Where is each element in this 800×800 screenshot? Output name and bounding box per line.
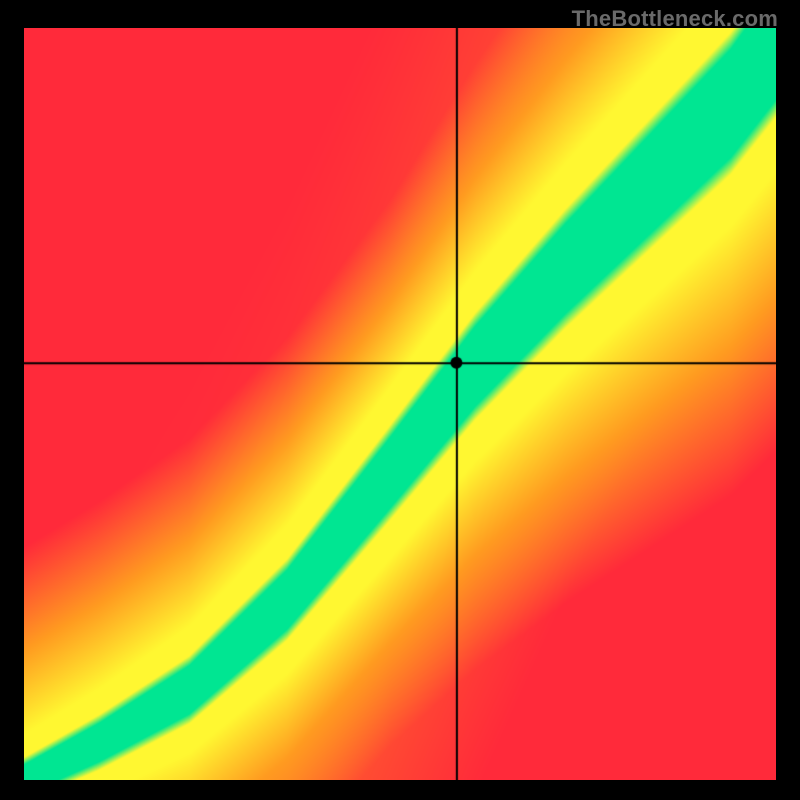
heatmap-canvas	[24, 28, 776, 780]
watermark-text: TheBottleneck.com	[572, 6, 778, 32]
heatmap-plot	[24, 28, 776, 780]
